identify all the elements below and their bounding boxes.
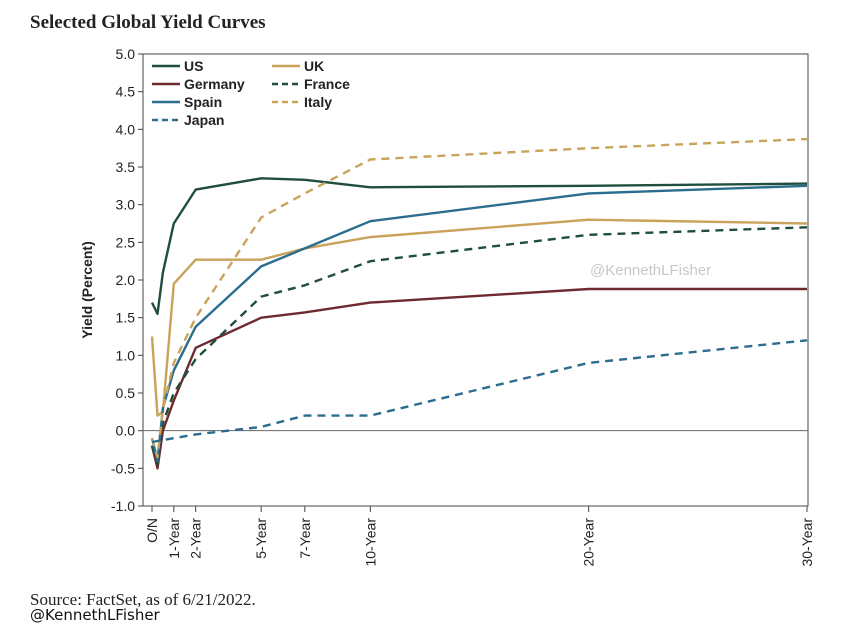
source-note: Source: FactSet, as of 6/21/2022. <box>30 590 256 609</box>
x-tick-label: O/N <box>144 518 160 543</box>
x-tick-label: 5-Year <box>253 518 269 559</box>
legend-label-germany: Germany <box>184 76 245 92</box>
y-tick-label: -1.0 <box>111 498 135 514</box>
author-handle: @KennethLFisher <box>30 606 160 624</box>
series-line-uk <box>150 218 808 417</box>
x-tick-label: 30-Year <box>799 518 815 567</box>
legend-label-japan: Japan <box>184 112 224 128</box>
legend-label-italy: Italy <box>304 94 332 110</box>
y-tick-label: 1.5 <box>116 310 136 326</box>
y-axis-label: Yield (Percent) <box>79 241 95 339</box>
y-tick-label: 0.5 <box>116 385 136 401</box>
x-tick-label: 2-Year <box>188 518 204 559</box>
legend-label-us: US <box>184 58 203 74</box>
y-tick-label: 4.5 <box>116 84 136 100</box>
y-tick-label: -0.5 <box>111 460 135 476</box>
legend-label-uk: UK <box>304 58 324 74</box>
x-tick-label: 10-Year <box>362 518 378 567</box>
x-tick-label: 7-Year <box>297 518 313 559</box>
y-tick-label: 3.0 <box>116 197 136 213</box>
yield-curve-chart: 5.0 4.5 4.0 3.5 3.0 2.5 2.0 1.5 1.0 0.5 0.0 -0.5 -1.… <box>79 46 815 567</box>
series-line-italy <box>150 137 808 459</box>
watermark-text: @KennethLFisher <box>590 262 711 279</box>
legend-label-france: France <box>304 76 350 92</box>
x-tick-label: 20-Year <box>581 518 597 567</box>
y-tick-label: 2.5 <box>116 234 136 250</box>
series-line-germany <box>150 287 807 470</box>
y-tick-label: 2.0 <box>116 272 136 288</box>
y-tick-label: 1.0 <box>116 347 136 363</box>
y-tick-label: 3.5 <box>116 159 136 175</box>
legend-label-spain: Spain <box>184 94 222 110</box>
series-line-us <box>150 177 808 316</box>
plot-frame <box>142 53 809 507</box>
y-tick-label: 0.0 <box>116 423 136 439</box>
chart-title: Selected Global Yield Curves <box>30 12 266 33</box>
series-line-japan <box>151 339 808 444</box>
y-tick-label: 4.0 <box>116 121 136 137</box>
x-tick-label: 1-Year <box>166 518 182 559</box>
series-line-france <box>150 226 808 466</box>
y-tick-label: 5.0 <box>116 46 136 62</box>
